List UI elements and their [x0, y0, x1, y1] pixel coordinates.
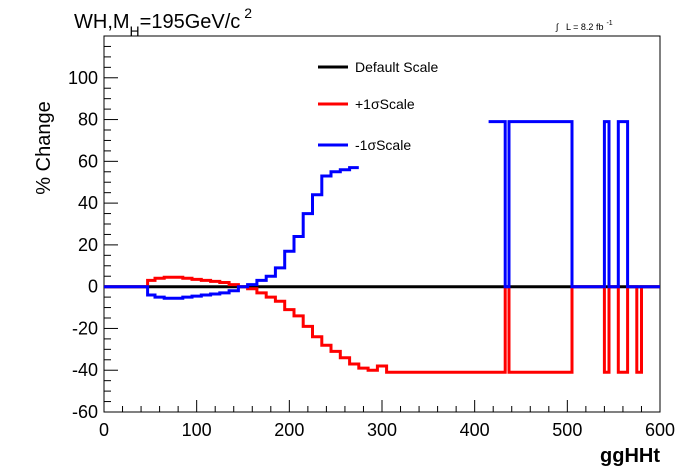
x-tick-label: 0: [99, 420, 109, 440]
y-tick-label: 20: [78, 235, 98, 255]
chart-title: WH,MH=195GeV/c 2: [74, 5, 252, 39]
y-tick-label: -60: [72, 402, 98, 422]
x-tick-label: 500: [552, 420, 582, 440]
y-tick-label: 60: [78, 151, 98, 171]
y-tick-label: 80: [78, 110, 98, 130]
title-superscript: 2: [244, 5, 252, 21]
x-tick-label: 300: [367, 420, 397, 440]
lumi-integral: ∫: [555, 22, 560, 32]
y-tick-label: -20: [72, 318, 98, 338]
y-tick-label: -40: [72, 360, 98, 380]
y-tick-label: 40: [78, 193, 98, 213]
y-axis-title: % Change: [33, 101, 55, 194]
x-axis-title: ggHHt: [600, 445, 660, 467]
legend-label-0: Default Scale: [355, 59, 438, 75]
x-tick-label: 100: [182, 420, 212, 440]
x-tick-label: 200: [274, 420, 304, 440]
y-tick-label: 100: [68, 68, 98, 88]
lumi-label: L = 8.2 fb -1: [566, 20, 613, 32]
x-tick-label: 400: [460, 420, 490, 440]
series-layer: [104, 120, 660, 374]
legend-label-2: -1σScale: [355, 137, 411, 153]
legend-label-1: +1σScale: [355, 96, 415, 112]
lumi-superscript: -1: [606, 20, 612, 27]
legend: Default Scale +1σScale -1σScale: [318, 59, 438, 153]
x-tick-label: 600: [645, 420, 675, 440]
series-line-2: [104, 120, 660, 300]
axes: 0 100 200 300 400 500 600 -60 -40 -20 0 20 40 60 80 100: [68, 35, 675, 440]
y-tick-label: 0: [88, 277, 98, 297]
series-line-1: [104, 275, 660, 374]
title-subscript: H: [130, 23, 140, 39]
plot-frame: [103, 35, 661, 413]
